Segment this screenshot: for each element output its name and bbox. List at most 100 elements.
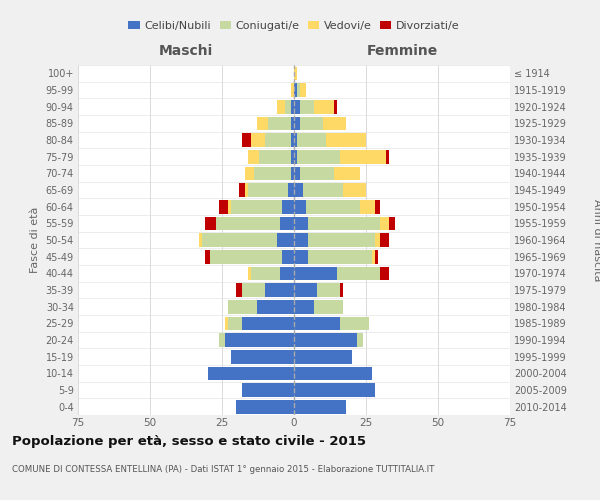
Bar [283,250,294,264]
Bar [248,183,288,197]
Bar [291,150,294,164]
Bar [225,316,228,330]
Bar [372,250,374,264]
Bar [294,400,346,413]
Bar [277,233,294,247]
Bar [300,83,305,97]
Bar [211,250,283,264]
Bar [294,366,372,380]
Bar [242,383,294,397]
Text: Femmine: Femmine [367,44,437,59]
Bar [291,166,294,180]
Bar [294,283,317,297]
Bar [300,100,314,114]
Bar [340,150,386,164]
Bar [251,266,280,280]
Bar [294,383,374,397]
Bar [374,250,377,264]
Bar [228,300,257,314]
Bar [202,233,277,247]
Bar [334,100,337,114]
Bar [265,283,294,297]
Bar [265,133,291,147]
Bar [294,233,308,247]
Bar [386,150,389,164]
Bar [340,283,343,297]
Bar [337,266,380,280]
Text: Anni di nascita: Anni di nascita [592,198,600,281]
Bar [314,100,334,114]
Bar [242,283,265,297]
Y-axis label: Fasce di età: Fasce di età [30,207,40,273]
Bar [259,150,291,164]
Bar [302,183,343,197]
Bar [380,266,389,280]
Legend: Celibi/Nubili, Coniugati/e, Vedovi/e, Divorziati/e: Celibi/Nubili, Coniugati/e, Vedovi/e, Di… [124,16,464,35]
Bar [294,83,297,97]
Bar [230,200,283,213]
Bar [245,183,248,197]
Bar [308,250,372,264]
Bar [300,116,323,130]
Bar [340,316,369,330]
Bar [294,333,358,347]
Bar [294,183,302,197]
Bar [294,133,297,147]
Bar [308,233,374,247]
Bar [219,200,228,213]
Bar [294,200,305,213]
Bar [294,216,308,230]
Bar [291,116,294,130]
Bar [374,200,380,213]
Bar [236,283,242,297]
Bar [277,100,286,114]
Bar [205,216,216,230]
Bar [297,150,340,164]
Bar [358,333,363,347]
Bar [228,200,230,213]
Bar [297,133,326,147]
Bar [228,316,242,330]
Bar [305,200,360,213]
Bar [334,166,360,180]
Bar [248,150,259,164]
Bar [374,233,380,247]
Bar [208,366,294,380]
Bar [314,300,343,314]
Bar [308,216,380,230]
Bar [283,200,294,213]
Text: Popolazione per età, sesso e stato civile - 2015: Popolazione per età, sesso e stato civil… [12,435,366,448]
Bar [294,266,337,280]
Bar [199,233,202,247]
Bar [326,133,366,147]
Bar [254,166,291,180]
Bar [239,183,245,197]
Bar [360,200,374,213]
Bar [280,266,294,280]
Bar [294,350,352,364]
Bar [257,300,294,314]
Bar [294,316,340,330]
Bar [245,166,254,180]
Bar [280,216,294,230]
Bar [294,66,297,80]
Bar [248,266,251,280]
Bar [268,116,291,130]
Bar [236,400,294,413]
Bar [389,216,395,230]
Bar [343,183,366,197]
Bar [380,216,389,230]
Bar [300,166,334,180]
Bar [297,83,300,97]
Bar [288,183,294,197]
Bar [216,216,280,230]
Bar [294,166,300,180]
Bar [380,233,389,247]
Bar [294,116,300,130]
Bar [242,133,251,147]
Text: Maschi: Maschi [159,44,213,59]
Bar [242,316,294,330]
Text: COMUNE DI CONTESSA ENTELLINA (PA) - Dati ISTAT 1° gennaio 2015 - Elaborazione TU: COMUNE DI CONTESSA ENTELLINA (PA) - Dati… [12,465,434,474]
Bar [317,283,340,297]
Bar [257,116,268,130]
